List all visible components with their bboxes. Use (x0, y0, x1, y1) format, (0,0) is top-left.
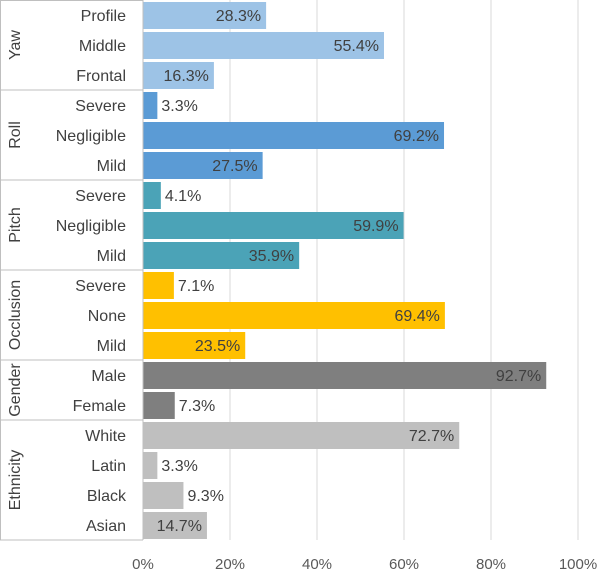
bar-yaw-profile (143, 2, 267, 29)
data-label: 28.3% (216, 8, 261, 25)
bar-ethnicity-latin (143, 452, 158, 479)
group-label-gender: Gender (7, 363, 24, 417)
data-label: 3.3% (161, 458, 197, 475)
category-label: Black (87, 488, 127, 505)
data-label: 59.9% (353, 218, 398, 235)
category-label: Profile (81, 8, 126, 25)
category-label: Severe (75, 188, 126, 205)
category-label: Middle (79, 38, 126, 55)
bar-ethnicity-asian (143, 512, 207, 539)
group-separators (0, 0, 144, 541)
x-tick-label: 20% (215, 556, 245, 573)
data-label: 92.7% (496, 368, 541, 385)
category-label: Asian (86, 518, 126, 535)
category-labels: Profile Middle Frontal Severe Negligible Mild… (56, 8, 127, 535)
bar-occlusion-severe (143, 272, 174, 299)
bar-occlusion-mild (143, 332, 246, 359)
data-label: 69.4% (395, 308, 440, 325)
group-label-pitch: Pitch (7, 207, 24, 243)
data-label: 9.3% (187, 488, 223, 505)
bar-roll-negligible (143, 122, 445, 149)
data-label: 3.3% (161, 98, 197, 115)
group-label-yaw: Yaw (7, 30, 24, 60)
bar-yaw-middle (143, 32, 384, 59)
bar-roll-severe (143, 92, 158, 119)
group-labels: Yaw Roll Pitch Occlusion Gender Ethnicity (7, 30, 24, 511)
x-tick-label: 80% (476, 556, 506, 573)
x-tick-label: 100% (559, 556, 597, 573)
category-label: Negligible (56, 128, 126, 145)
group-label-roll: Roll (7, 121, 24, 149)
category-label: Female (73, 398, 126, 415)
data-label: 35.9% (249, 248, 294, 265)
category-label: Mild (97, 248, 126, 265)
bar-pitch-negligible (143, 212, 404, 239)
data-label: 27.5% (212, 158, 257, 175)
category-label: Frontal (76, 68, 126, 85)
category-label: Male (91, 368, 126, 385)
data-label: 7.1% (178, 278, 214, 295)
category-label: White (85, 428, 126, 445)
bar-pitch-mild (143, 242, 300, 269)
bar-roll-mild (143, 152, 263, 179)
bar-pitch-severe (143, 182, 161, 209)
group-label-ethnicity: Ethnicity (7, 450, 24, 510)
data-label: 72.7% (409, 428, 454, 445)
data-label: 55.4% (334, 38, 379, 55)
x-tick-labels: 0% 20% 40% 60% 80% 100% (132, 556, 597, 573)
bar-ethnicity-black (143, 482, 184, 509)
category-label: Severe (75, 278, 126, 295)
bar-yaw-frontal (143, 62, 214, 89)
value-labels: 28.3% 55.4% 16.3% 3.3% 69.2% 27.5% 4.1% 59.9% 35… (157, 8, 542, 535)
bar-occlusion-none (143, 302, 445, 329)
category-label: None (88, 308, 126, 325)
bar-gender-female (143, 392, 175, 419)
data-label: 16.3% (164, 68, 209, 85)
data-label: 7.3% (179, 398, 215, 415)
category-label: Mild (97, 338, 126, 355)
category-label: Mild (97, 158, 126, 175)
x-tick-label: 0% (132, 556, 154, 573)
x-tick-label: 40% (302, 556, 332, 573)
category-label: Negligible (56, 218, 126, 235)
x-tick-label: 60% (389, 556, 419, 573)
category-label: Latin (91, 458, 126, 475)
data-label: 23.5% (195, 338, 240, 355)
bars (143, 2, 547, 539)
data-label: 4.1% (165, 188, 201, 205)
data-label: 14.7% (157, 518, 202, 535)
category-label: Severe (75, 98, 126, 115)
bar-ethnicity-white (143, 422, 460, 449)
data-label: 69.2% (394, 128, 439, 145)
bar-gender-male (143, 362, 547, 389)
group-label-occlusion: Occlusion (7, 280, 24, 350)
